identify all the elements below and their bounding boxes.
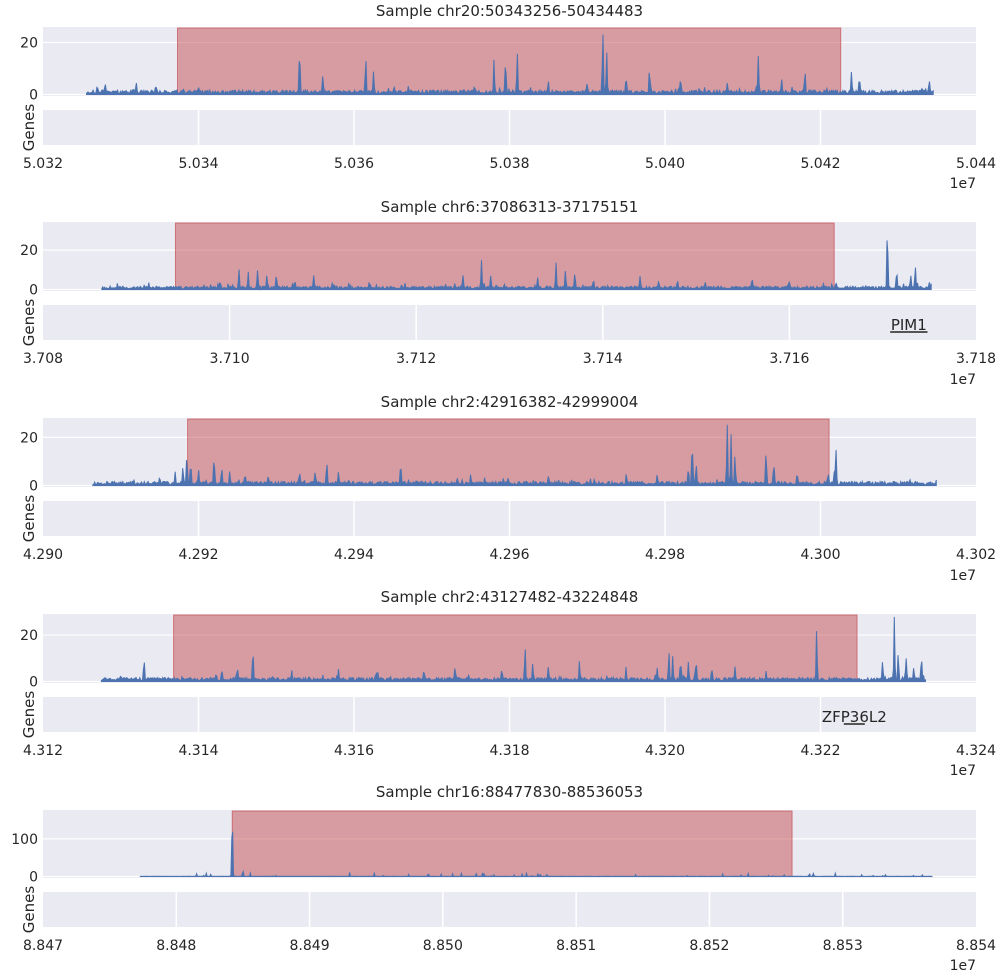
y-tick-label: 0 [29,479,38,495]
x-exponent-label: 1e7 [950,958,976,974]
x-tick-label: 5.042 [800,156,840,172]
highlight-region [177,27,842,95]
x-tick-label: 8.852 [689,938,729,954]
signal-area [101,240,932,291]
x-tick-label: 8.854 [956,938,996,954]
x-tick-label: 8.851 [556,938,596,954]
x-tick-label: 4.320 [645,743,685,759]
signal-area [139,831,933,878]
y-tick-label: 100 [11,832,38,848]
x-tick-label: 4.296 [489,547,529,563]
genes-track-label: Genes [20,495,38,543]
genes-track-label: Genes [20,886,38,934]
x-tick-label: 8.850 [423,938,463,954]
highlight-region [187,418,830,486]
genes-track-label: Genes [20,299,38,347]
x-tick-label: 4.302 [956,547,996,563]
x-tick-label: 4.298 [645,547,685,563]
x-tick-label: 5.034 [178,156,218,172]
x-tick-label: 4.318 [489,743,529,759]
y-tick-label: 20 [20,628,38,644]
x-exponent-label: 1e7 [950,372,976,388]
y-tick-label: 0 [29,870,38,886]
x-tick-label: 8.849 [290,938,330,954]
y-tick-label: 0 [29,283,38,299]
x-tick-label: 3.718 [956,351,996,367]
x-tick-label: 8.847 [23,938,63,954]
x-tick-label: 3.708 [23,351,63,367]
chart-title: Sample chr2:43127482-43224848 [381,588,639,606]
highlight-region [174,222,835,290]
chart-panel-4: Sample chr2:43127482-43224848 0 20 4.312 4.3… [20,588,996,779]
chart-title: Sample chr2:42916382-42999004 [381,393,639,411]
highlight-region [173,614,858,682]
genes-track-label: Genes [20,104,38,152]
chart-panel-1: Sample chr20:50343256-50434483 0 20 5.032 5.… [20,2,996,192]
gene-label: ZFP36L2 [822,708,887,726]
x-tick-label: 4.294 [334,547,374,563]
x-exponent-label: 1e7 [950,763,976,779]
signal-area [92,424,937,487]
genes-axes-bg [43,305,976,340]
chart-title: Sample chr6:37086313-37175151 [381,198,639,216]
x-tick-label: 4.324 [956,743,996,759]
x-tick-label: 8.853 [823,938,863,954]
y-tick-label: 0 [29,675,38,691]
x-tick-label: 4.322 [800,743,840,759]
genes-track-label: Genes [20,691,38,739]
signal-area [100,616,926,683]
chart-panel-5: Sample chr16:88477830-88536053 0 100 8.847 8… [11,783,996,974]
x-tick-label: 4.290 [23,547,63,563]
signal-area [86,34,934,96]
gene-label: PIM1 [891,316,927,334]
chart-panel-2: Sample chr6:37086313-37175151 0 20 3.708 3.7… [20,198,996,388]
x-exponent-label: 1e7 [950,568,976,584]
x-tick-label: 3.714 [583,351,623,367]
chart-panel-3: Sample chr2:42916382-42999004 0 20 4.290 4.2… [20,393,996,584]
y-tick-label: 0 [29,88,38,104]
y-tick-label: 20 [20,243,38,259]
genes-axes-bg [43,892,976,927]
chart-title: Sample chr20:50343256-50434483 [376,2,643,20]
x-tick-label: 4.300 [800,547,840,563]
x-tick-label: 4.312 [23,743,63,759]
x-tick-label: 4.314 [178,743,218,759]
highlight-region [231,810,793,877]
x-tick-label: 3.712 [396,351,436,367]
x-tick-label: 3.716 [769,351,809,367]
chart-title: Sample chr16:88477830-88536053 [376,783,643,801]
x-tick-label: 8.848 [156,938,196,954]
y-tick-label: 20 [20,430,38,446]
x-tick-label: 5.044 [956,156,996,172]
x-tick-label: 5.036 [334,156,374,172]
x-tick-label: 4.316 [334,743,374,759]
x-tick-label: 3.710 [210,351,250,367]
x-tick-label: 4.292 [178,547,218,563]
x-tick-label: 5.032 [23,156,63,172]
y-tick-label: 20 [20,36,38,52]
x-tick-label: 5.038 [489,156,529,172]
x-tick-label: 5.040 [645,156,685,172]
x-exponent-label: 1e7 [950,176,976,192]
